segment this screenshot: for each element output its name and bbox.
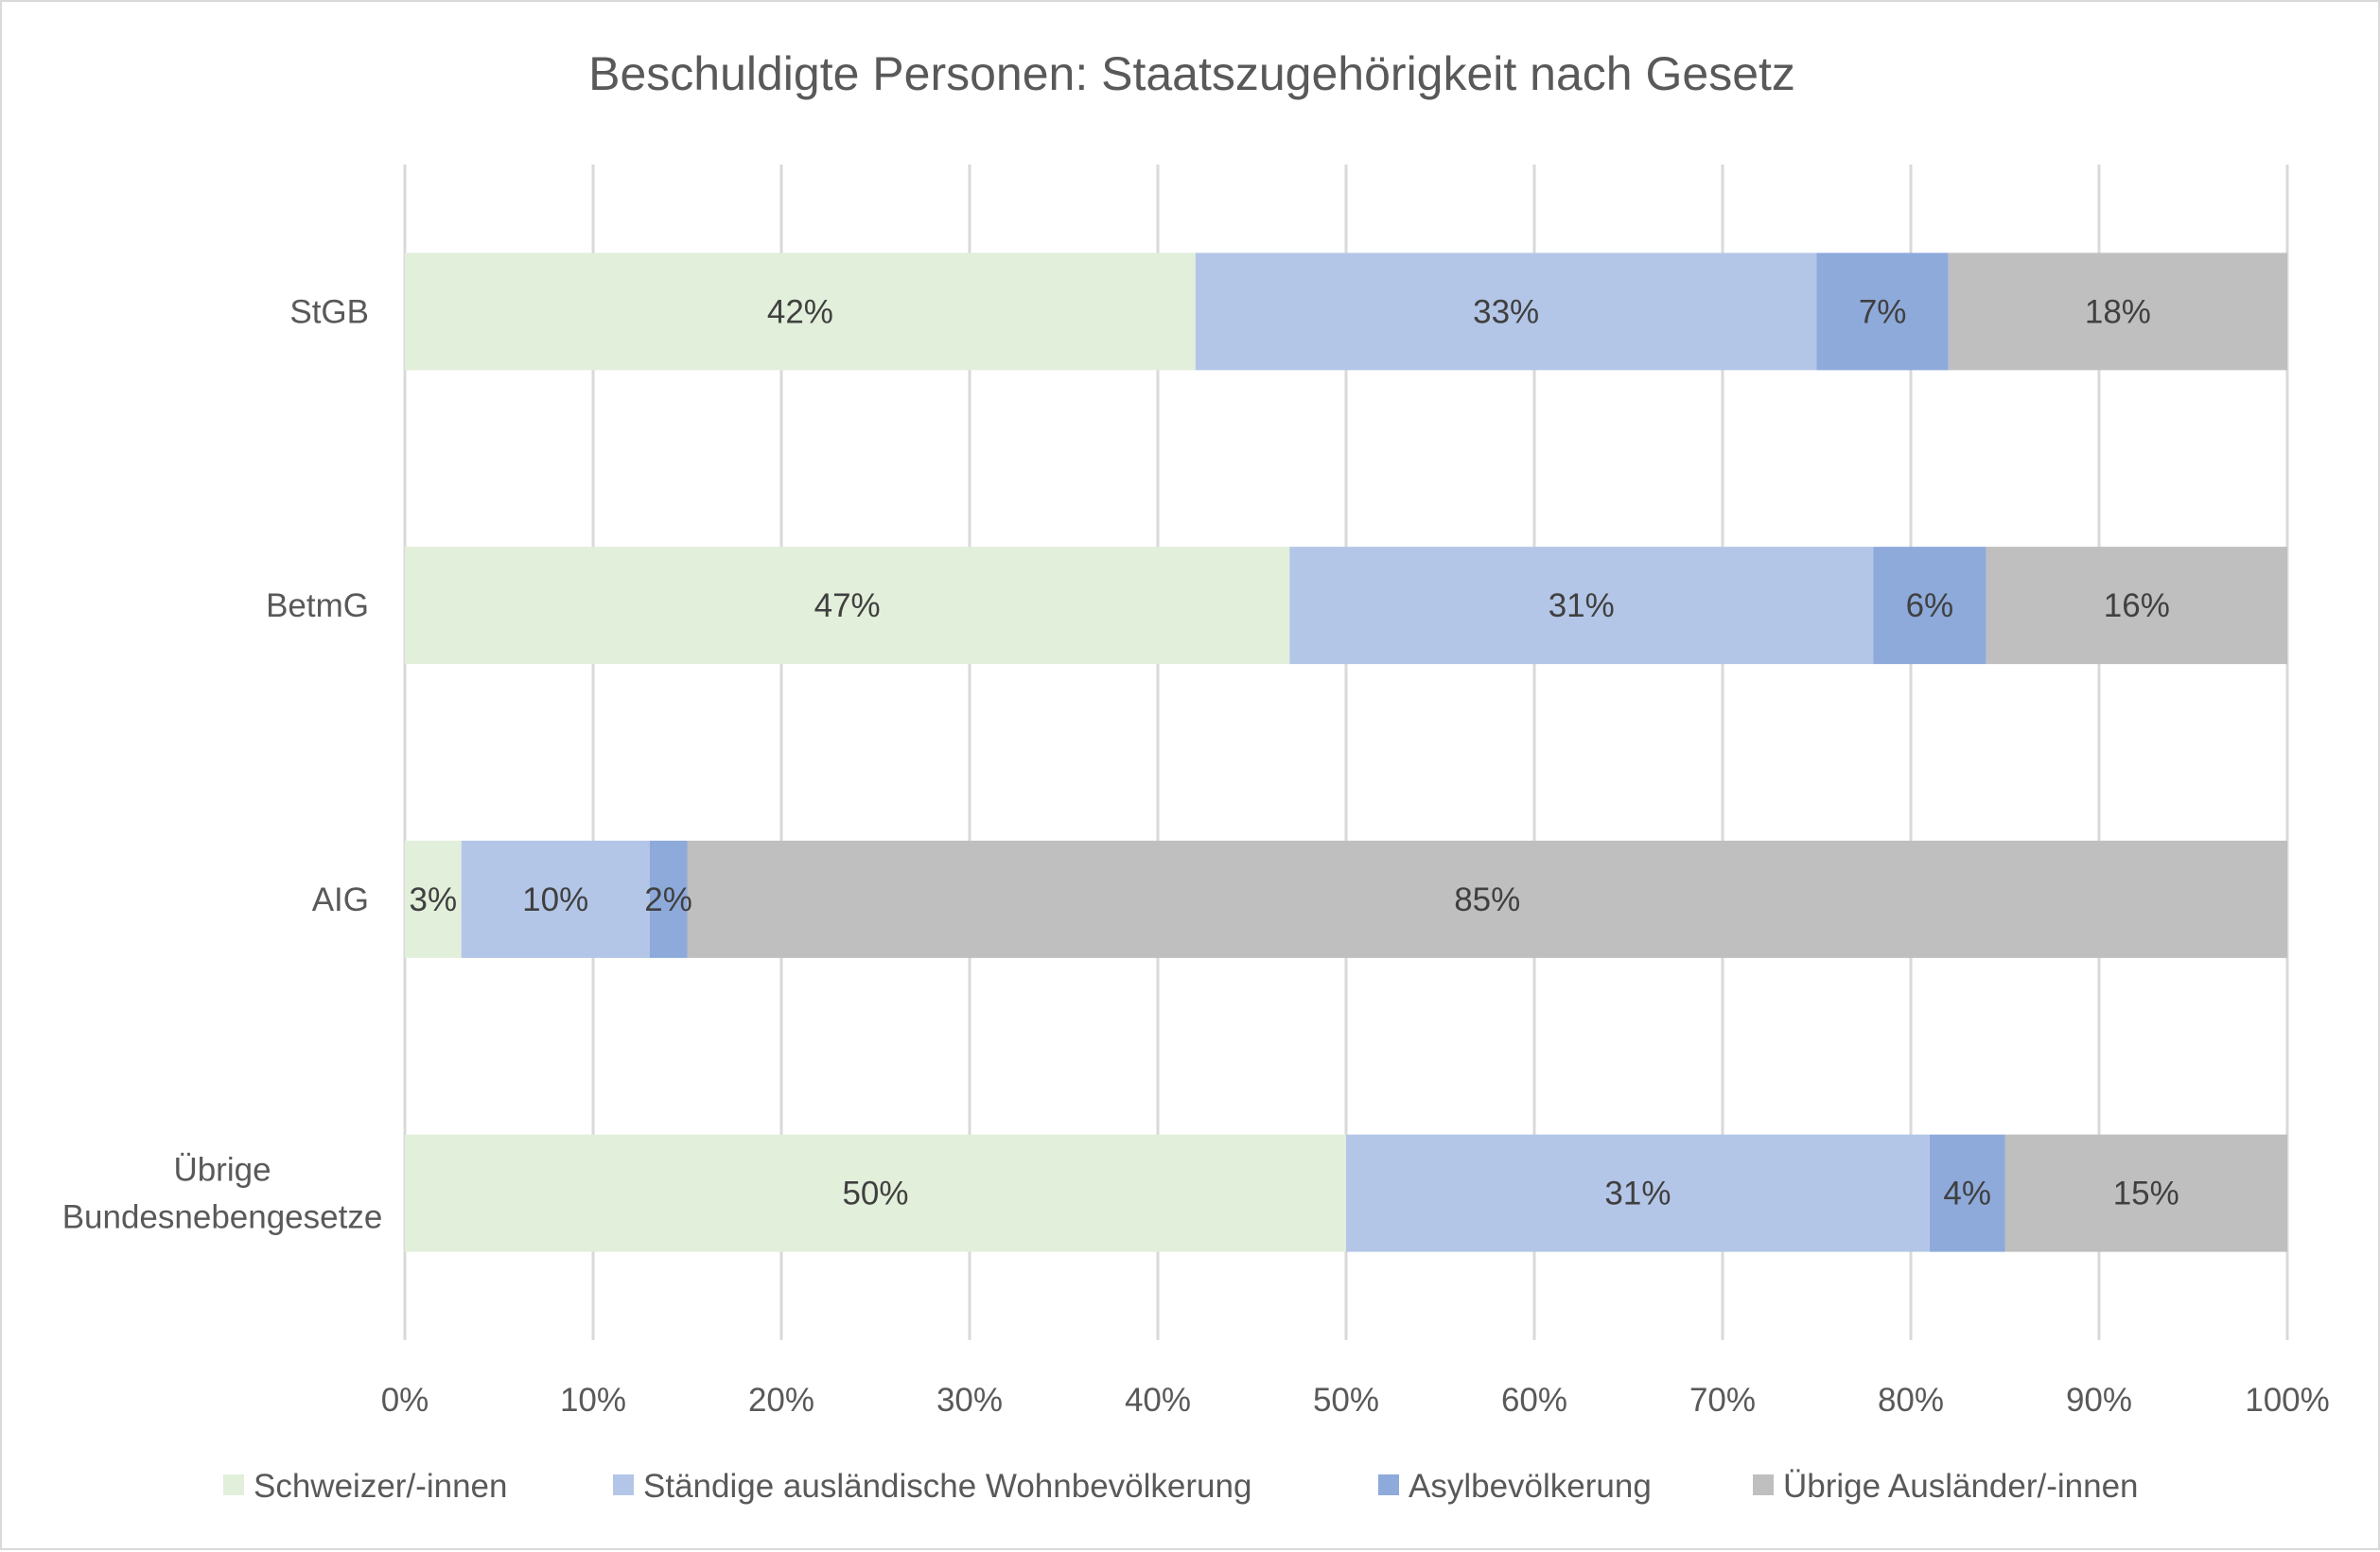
data-label: 47% bbox=[814, 587, 881, 624]
x-tick-label: 100% bbox=[2245, 1382, 2330, 1419]
x-tick-label: 50% bbox=[1313, 1382, 1379, 1419]
x-tick-label: 30% bbox=[936, 1382, 1003, 1419]
data-label: 31% bbox=[1549, 587, 1615, 624]
bar-segment[interactable] bbox=[2004, 1134, 2288, 1252]
category-axis-labels: StGB BetmG AIG Übrige Bundesnebengesetze bbox=[62, 293, 383, 1235]
bar-segment[interactable] bbox=[405, 1134, 1346, 1252]
bar-segment[interactable] bbox=[1289, 547, 1874, 665]
bars bbox=[405, 253, 2288, 1252]
bar-segment[interactable] bbox=[687, 840, 2288, 958]
bar-segment[interactable] bbox=[1195, 253, 1817, 371]
x-tick-label: 80% bbox=[1878, 1382, 1944, 1419]
x-tick-label: 40% bbox=[1125, 1382, 1191, 1419]
x-tick-label: 70% bbox=[1689, 1382, 1756, 1419]
bar-segment[interactable] bbox=[405, 547, 1290, 665]
bar-segment[interactable] bbox=[1929, 1134, 2005, 1252]
bar-segment[interactable] bbox=[1948, 253, 2287, 371]
data-label: 4% bbox=[1943, 1176, 1991, 1212]
category-label-line: BetmG bbox=[266, 587, 369, 624]
category-label: Übrige Bundesnebengesetze bbox=[62, 1152, 383, 1236]
legend-label: Asylbevölkerung bbox=[1409, 1468, 1652, 1505]
legend-swatch bbox=[1378, 1474, 1399, 1495]
data-labels: 42% 33% 7% 18% 47% 31% 6% 16% 3% 10% 2% 85% 50% 31% 4%… bbox=[410, 293, 2179, 1212]
x-tick-label: 10% bbox=[560, 1382, 626, 1419]
x-tick-label: 20% bbox=[748, 1382, 814, 1419]
legend-swatch bbox=[223, 1474, 244, 1495]
x-tick-label: 60% bbox=[1501, 1382, 1567, 1419]
category-label-line: StGB bbox=[289, 293, 369, 330]
data-label: 33% bbox=[1473, 293, 1539, 330]
legend-item[interactable]: Asylbevölkerung bbox=[1378, 1468, 1652, 1505]
bar-segment[interactable] bbox=[405, 253, 1196, 371]
x-tick-label: 0% bbox=[381, 1382, 429, 1419]
category-label: AIG bbox=[312, 881, 369, 918]
bar-segment[interactable] bbox=[1346, 1134, 1930, 1252]
data-label: 7% bbox=[1859, 293, 1907, 330]
bar-segment[interactable] bbox=[649, 840, 688, 958]
bar-segment[interactable] bbox=[461, 840, 650, 958]
category-label-line: AIG bbox=[312, 881, 369, 918]
data-label: 6% bbox=[1906, 587, 1954, 624]
data-label: 16% bbox=[2104, 587, 2170, 624]
value-axis-labels: 0% 10% 20% 30% 40% 50% 60% 70% 80% 90% 100% bbox=[381, 1382, 2330, 1419]
data-label: 10% bbox=[522, 881, 588, 918]
legend-label: Übrige Ausländer/-innen bbox=[1783, 1468, 2139, 1505]
data-label: 2% bbox=[644, 881, 692, 918]
data-label: 42% bbox=[767, 293, 833, 330]
bar-segment[interactable] bbox=[1873, 547, 1986, 665]
data-label: 50% bbox=[842, 1176, 908, 1212]
bar-segment[interactable] bbox=[1816, 253, 1949, 371]
legend-swatch bbox=[613, 1474, 634, 1495]
legend-label: Schweizer/-innen bbox=[254, 1468, 507, 1505]
data-label: 85% bbox=[1454, 881, 1520, 918]
bar-segment[interactable] bbox=[405, 840, 462, 958]
legend-label: Ständige ausländische Wohnbevölkerung bbox=[643, 1468, 1251, 1505]
category-label-line: Übrige bbox=[173, 1152, 271, 1189]
data-label: 3% bbox=[410, 881, 458, 918]
legend[interactable]: Schweizer/-innen Ständige ausländische Wo… bbox=[223, 1468, 2139, 1505]
legend-item[interactable]: Ständige ausländische Wohnbevölkerung bbox=[613, 1468, 1251, 1505]
data-label: 18% bbox=[2085, 293, 2151, 330]
x-tick-label: 90% bbox=[2066, 1382, 2132, 1419]
data-label: 31% bbox=[1604, 1176, 1671, 1212]
legend-item[interactable]: Übrige Ausländer/-innen bbox=[1753, 1468, 2139, 1505]
chart-title: Beschuldigte Personen: Staatszugehörigke… bbox=[588, 47, 1795, 100]
bar-segment[interactable] bbox=[1986, 547, 2287, 665]
legend-swatch bbox=[1753, 1474, 1774, 1495]
category-label: StGB bbox=[289, 293, 369, 330]
legend-item[interactable]: Schweizer/-innen bbox=[223, 1468, 507, 1505]
category-label-line: Bundesnebengesetze bbox=[62, 1199, 383, 1236]
data-label: 15% bbox=[2113, 1176, 2179, 1212]
category-label: BetmG bbox=[266, 587, 369, 624]
